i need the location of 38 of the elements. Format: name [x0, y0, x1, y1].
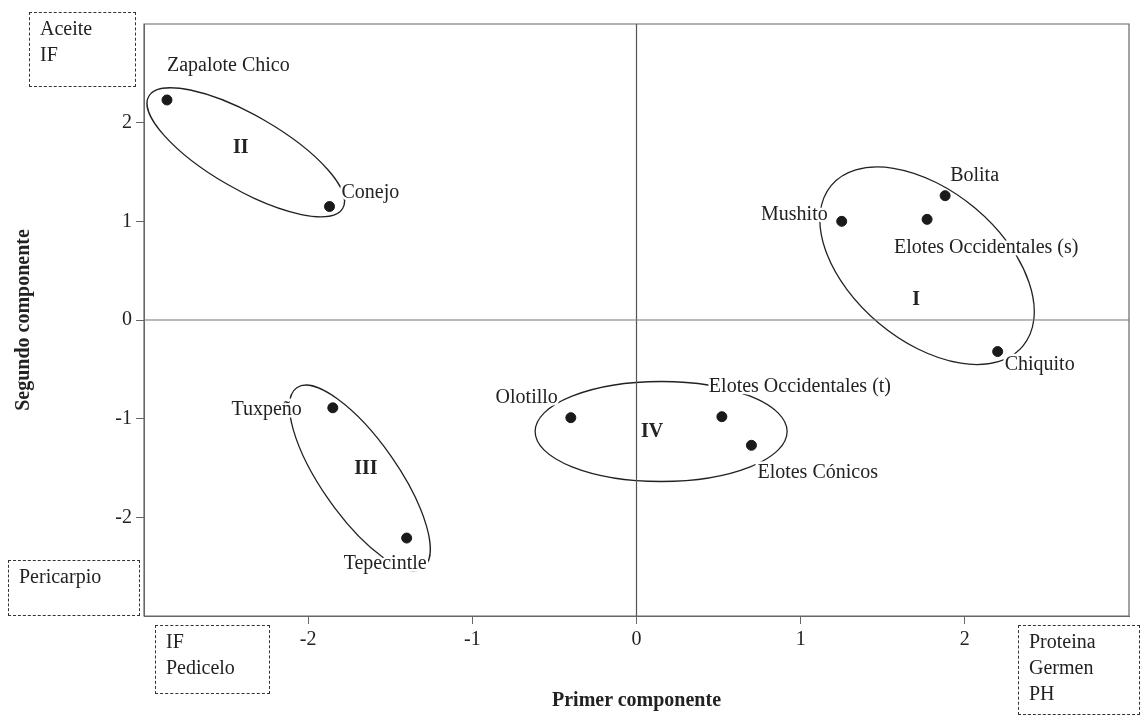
annotation: III [354, 456, 378, 479]
y-tick-label: 0 [122, 307, 132, 330]
annotation: IV [641, 418, 664, 441]
x-tick-label: 0 [631, 627, 642, 650]
annotation: Elotes Cónicos [757, 459, 879, 482]
point [565, 412, 577, 424]
y-tick-label: 1 [122, 208, 132, 231]
point [939, 190, 951, 202]
point [921, 213, 933, 225]
annotation: Chiquito [1004, 351, 1075, 375]
y-tick-label: 2 [122, 109, 132, 132]
text: Pericarpio [8, 560, 140, 616]
x-tick-label: 1 [795, 627, 806, 650]
text: Proteina Germen PH [1018, 625, 1140, 715]
point [745, 439, 757, 451]
point [161, 94, 173, 106]
y-axis-title: Segundo componente [11, 229, 35, 411]
point [401, 532, 413, 544]
point [716, 411, 728, 423]
annotation: Conejo [341, 179, 400, 203]
point [324, 201, 336, 213]
y-tick-label: -1 [115, 405, 132, 428]
point [992, 346, 1004, 358]
text: Aceite IF [29, 12, 136, 87]
x-tick-label: -1 [464, 627, 481, 650]
x-tick-label: -2 [299, 627, 317, 650]
annotation: Elotes Occidentales (t) [708, 373, 892, 397]
x-axis-title: Primer componente [551, 688, 722, 712]
annotation: Olotillo [495, 384, 558, 407]
annotation: II [232, 135, 249, 158]
y-tick-label: -2 [115, 504, 132, 527]
annotation: I [912, 286, 921, 309]
point [327, 402, 339, 414]
text: IF Pedicelo [155, 625, 270, 694]
x-tick-label: 2 [959, 627, 970, 650]
annotation: Zapalote Chico [166, 53, 290, 77]
point [836, 215, 848, 227]
annotation: Bolita [950, 162, 1000, 185]
